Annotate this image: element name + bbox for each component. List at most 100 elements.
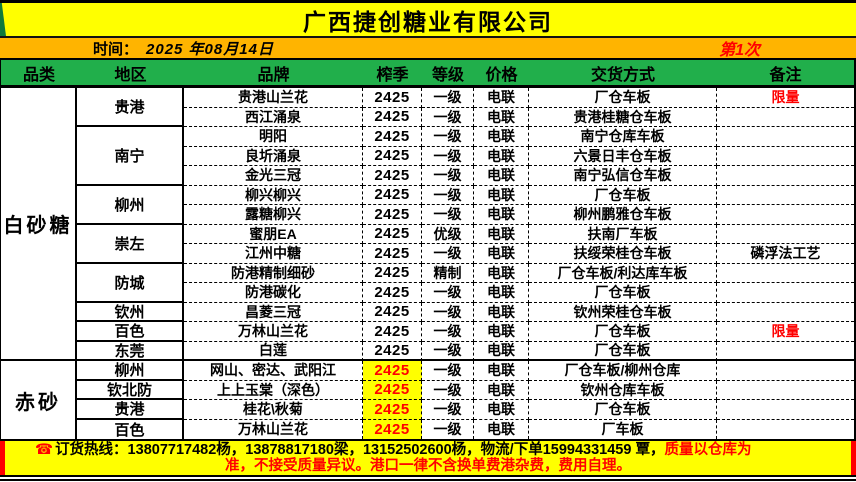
price-grid: 品类 地区 品牌 榨季 等级 价格 交货方式 备注 白砂糖 赤砂 贵港 南宁 柳… [0,60,856,441]
brand-cell: 贵港山兰花 [184,88,363,108]
season-cell: 2425 [363,146,422,166]
note-cell [717,205,854,225]
category-cell: 白砂糖 [1,88,77,361]
grade-cell: 一级 [422,419,474,439]
season-cell: 2425 [363,263,422,283]
note-cell [717,225,854,244]
grade-cell: 一级 [422,283,474,303]
region-cell: 防城 [77,263,184,303]
brand-cell: 柳兴柳兴 [184,185,363,205]
price-cell: 电联 [474,107,529,127]
brand-cell: 江州中糖 [184,244,363,264]
season-cell: 2425 [363,302,422,322]
region-cell: 百色 [77,322,184,342]
note-cell [717,147,854,166]
note-cell [717,303,854,322]
note-cell [717,186,854,205]
grade-cell: 精制 [422,263,474,283]
brand-cell: 网山、密达、武阳江 [184,361,363,381]
note-cell [717,264,854,283]
col-header-delivery: 交货方式 [529,60,717,88]
grade-cell: 一级 [422,185,474,205]
grade-cell: 一级 [422,400,474,420]
note-cell: 限量 [717,88,854,108]
price-cell: 电联 [474,146,529,166]
delivery-cell: 六景日丰仓车板 [529,146,717,166]
price-cell: 电联 [474,224,529,244]
title-band: 广西捷创糖业有限公司 [0,0,856,38]
region-cell: 东莞 [77,341,184,361]
price-cell: 电联 [474,283,529,303]
price-cell: 电联 [474,185,529,205]
round-badge: 第1次 [719,42,760,59]
delivery-cell: 钦州仓库车板 [529,380,717,400]
grade-cell: 优级 [422,224,474,244]
bottom-double-rule [0,475,856,481]
delivery-cell: 扶南厂车板 [529,224,717,244]
category-cell: 赤砂 [1,361,77,439]
price-cell: 电联 [474,322,529,342]
season-cell: 2425 [363,419,422,439]
col-header-grade: 等级 [422,60,474,88]
brand-cell: 万林山兰花 [184,322,363,342]
note-cell [717,400,854,420]
delivery-cell: 贵港桂糖仓车板 [529,107,717,127]
delivery-cell: 柳州鹏雅仓车板 [529,205,717,225]
delivery-cell: 厂仓车板 [529,88,717,108]
note-cell [717,420,854,440]
note-cell [717,108,854,127]
col-header-region: 地区 [77,60,184,88]
note-cell [717,127,854,147]
price-cell: 电联 [474,166,529,186]
region-cell: 柳州 [77,361,184,381]
region-cell: 南宁 [77,127,184,186]
delivery-cell: 扶绥荣桂仓车板 [529,244,717,264]
brand-cell: 明阳 [184,127,363,147]
delivery-cell: 厂仓车板/利达库车板 [529,263,717,283]
price-cell: 电联 [474,302,529,322]
season-cell: 2425 [363,283,422,303]
delivery-cell: 厂仓车板 [529,341,717,361]
brand-cell: 露糖柳兴 [184,205,363,225]
price-cell: 电联 [474,88,529,108]
grade-cell: 一级 [422,380,474,400]
footer-note: 准，不接受质量异议。港口一律不含换单费港杂费，费用自理。 [225,458,631,474]
time-label: 时间： [93,40,139,58]
region-cell: 崇左 [77,224,184,264]
season-cell: 2425 [363,185,422,205]
season-cell: 2425 [363,205,422,225]
note-cell [717,342,854,361]
region-cell: 贵港 [77,400,184,420]
brand-cell: 万林山兰花 [184,419,363,439]
price-cell: 电联 [474,361,529,381]
brand-cell: 昌菱三冠 [184,302,363,322]
brand-cell: 上上玉棠（深色） [184,380,363,400]
note-cell: 磷浮法工艺 [717,244,854,264]
note-cell [717,283,854,303]
delivery-cell: 厂仓车板 [529,322,717,342]
col-header-note: 备注 [717,60,854,88]
season-cell: 2425 [363,107,422,127]
date-value: 2025 年08月14日 [146,40,274,58]
col-header-season: 榨季 [363,60,422,88]
season-cell: 2425 [363,322,422,342]
grade-cell: 一级 [422,322,474,342]
season-cell: 2425 [363,380,422,400]
season-cell: 2425 [363,244,422,264]
delivery-cell: 厂仓车板 [529,283,717,303]
grade-cell: 一级 [422,166,474,186]
region-cell: 钦北防 [77,380,184,400]
grade-cell: 一级 [422,107,474,127]
brand-cell: 白莲 [184,341,363,361]
delivery-cell: 南宁弘信仓车板 [529,166,717,186]
season-cell: 2425 [363,400,422,420]
price-cell: 电联 [474,127,529,147]
delivery-cell: 厂仓车板/柳州仓库 [529,361,717,381]
brand-cell: 金光三冠 [184,166,363,186]
season-cell: 2425 [363,166,422,186]
season-cell: 2425 [363,127,422,147]
brand-cell: 蜜朋EA [184,224,363,244]
brand-cell: 良圻涌泉 [184,146,363,166]
note-cell [717,166,854,186]
